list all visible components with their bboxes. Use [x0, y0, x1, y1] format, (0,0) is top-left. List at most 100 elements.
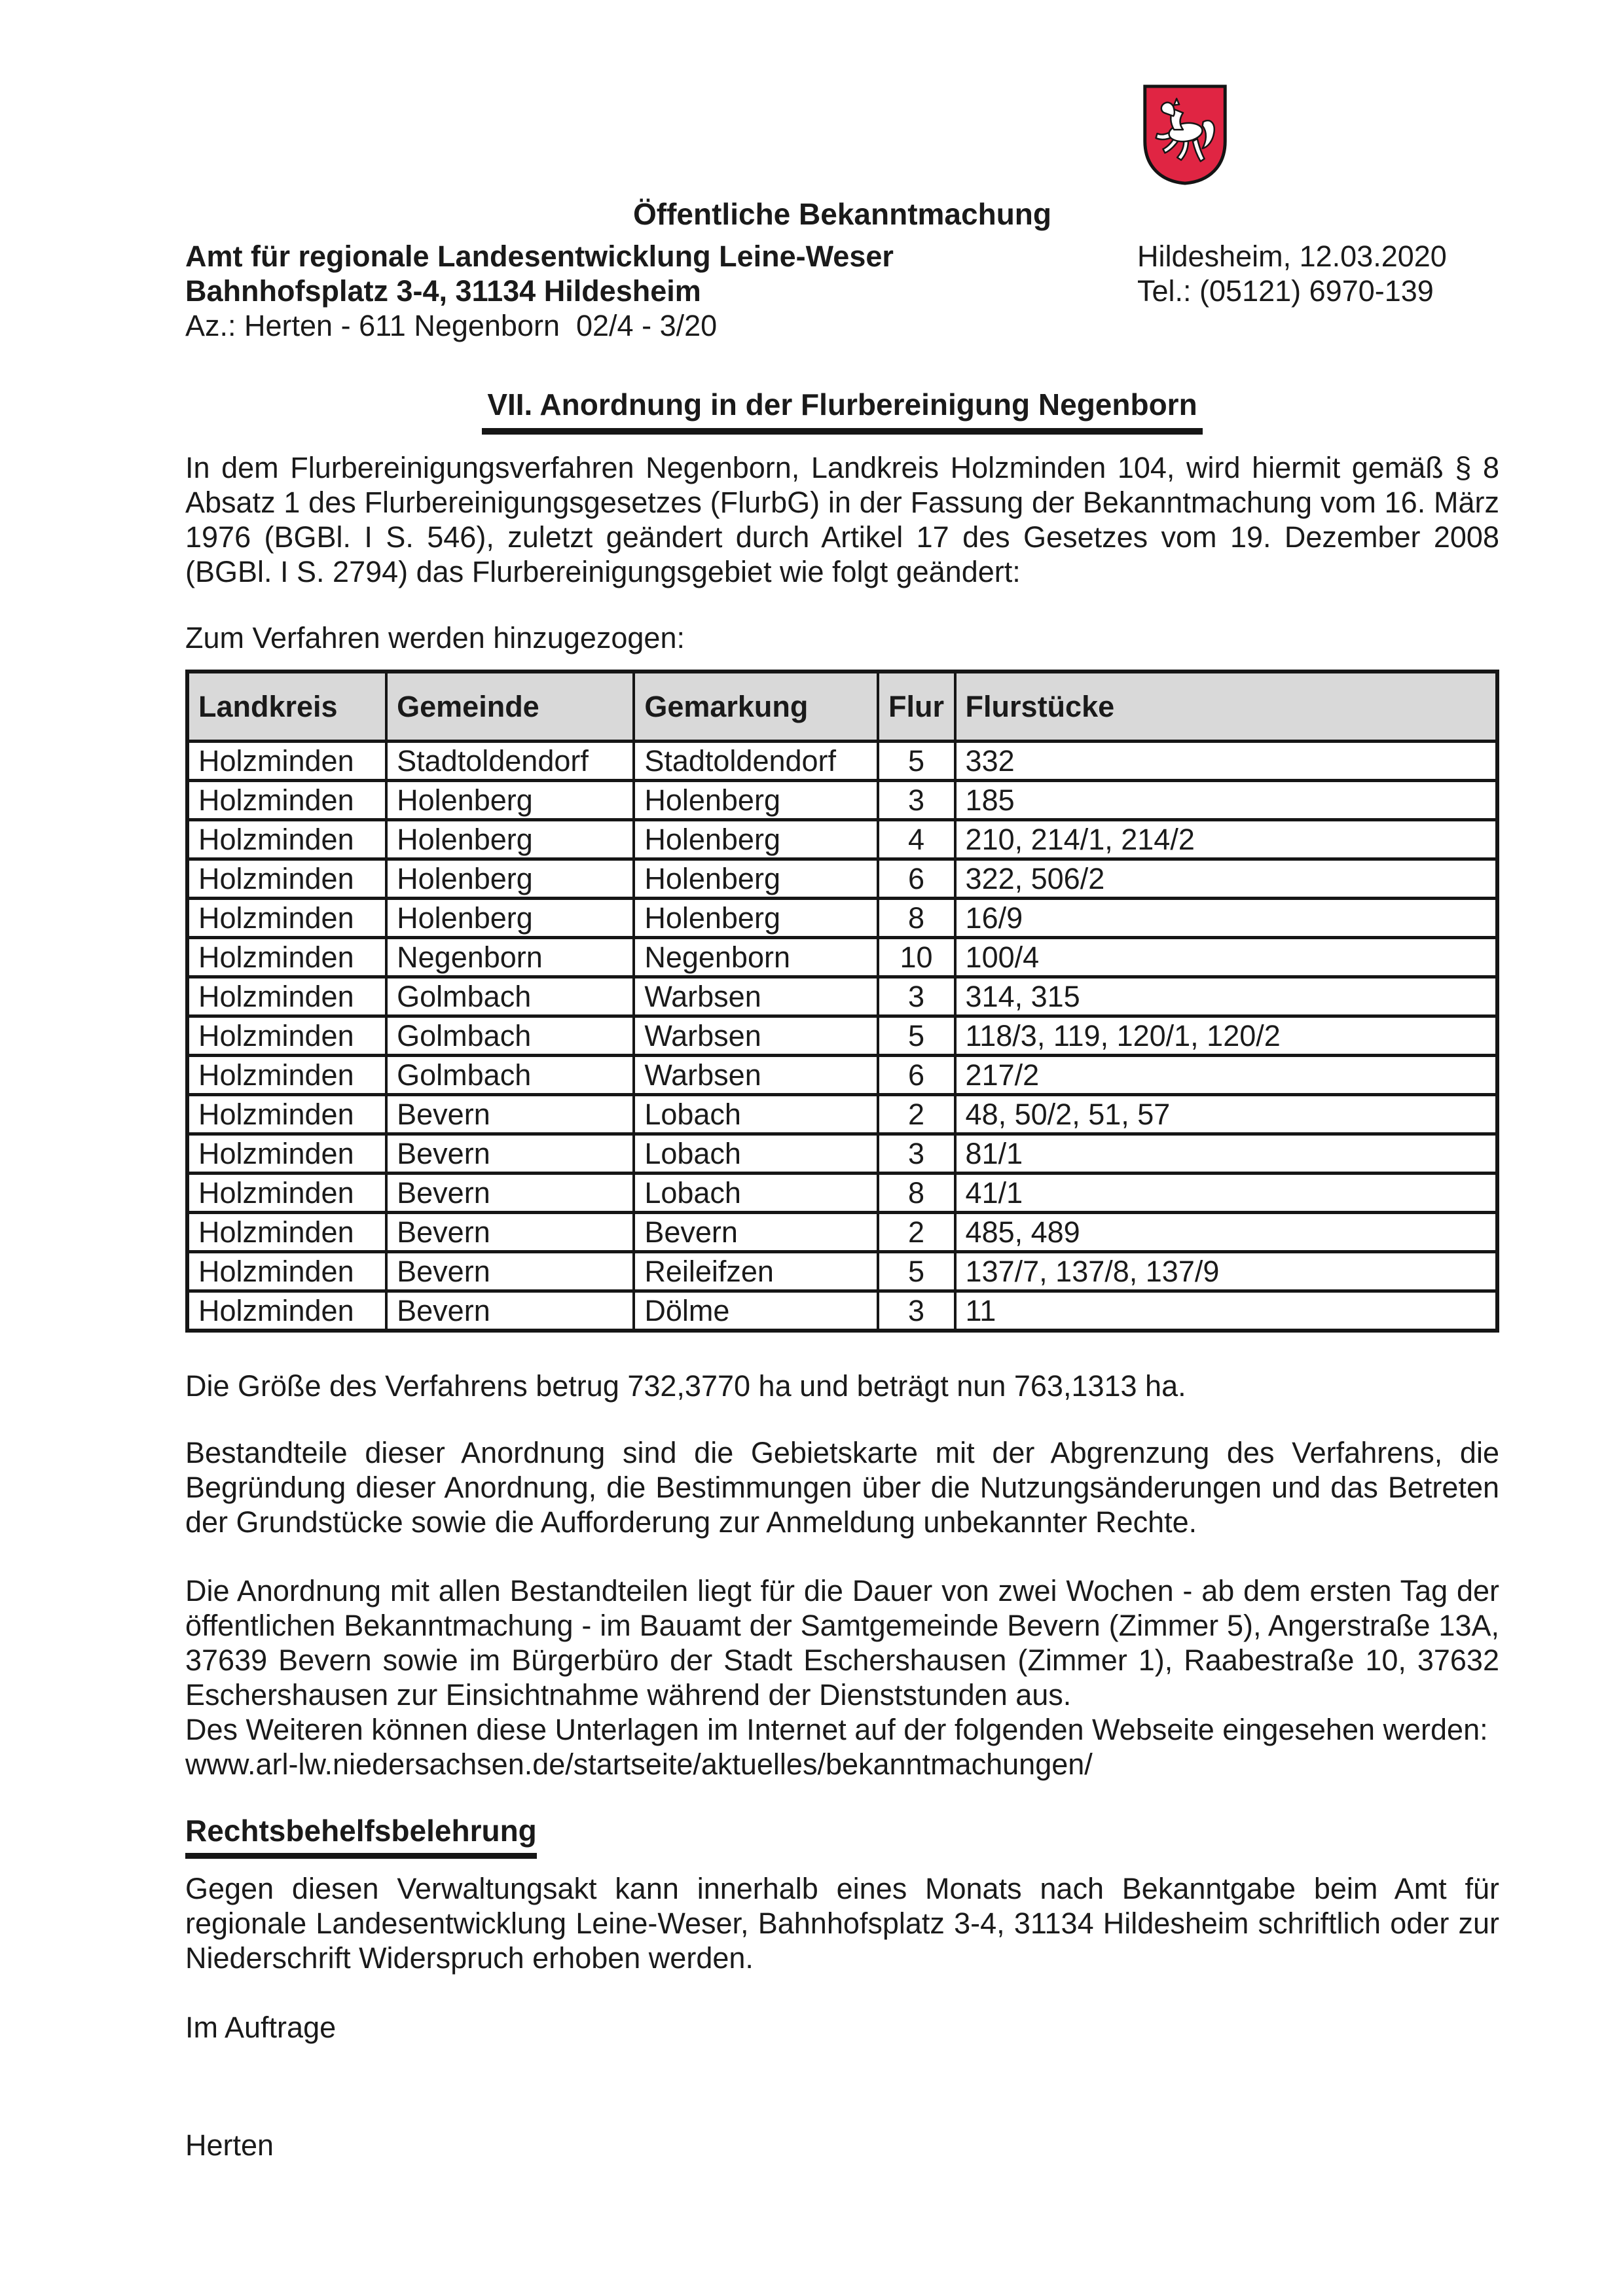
cell-landkreis: Holzminden	[185, 740, 388, 782]
crest-image	[1143, 84, 1227, 185]
cell-gemeinde: Negenborn	[385, 936, 636, 978]
table-row: Holzminden Bevern Reileifzen 5 137/7, 137/8,…	[185, 1250, 1499, 1293]
cell-flurstuecke: 118/3, 119, 120/1, 120/2	[953, 1014, 1499, 1057]
cell-flurstuecke: 81/1	[953, 1132, 1499, 1175]
cell-gemarkung: Holenberg	[632, 779, 879, 821]
cell-landkreis: Holzminden	[185, 779, 388, 821]
cell-flurstuecke: 332	[953, 740, 1499, 782]
closing-formula: Im Auftrage	[185, 2011, 337, 2044]
cell-gemarkung: Warbsen	[632, 1054, 879, 1096]
column-header-flurstuecke: Flurstücke	[953, 670, 1499, 743]
cell-gemeinde: Golmbach	[385, 1014, 636, 1057]
cell-gemeinde: Golmbach	[385, 975, 636, 1018]
cell-landkreis: Holzminden	[185, 1093, 388, 1136]
cell-flurstuecke: 217/2	[953, 1054, 1499, 1096]
niedersachsen-crest	[1141, 83, 1229, 187]
phone-number: Tel.: (05121) 6970-139	[1137, 274, 1434, 308]
cell-flurstuecke: 322, 506/2	[953, 857, 1499, 900]
cell-flur: 5	[876, 1014, 957, 1057]
cell-landkreis: Holzminden	[185, 1211, 388, 1253]
agency-address: Bahnhofsplatz 3-4, 31134 Hildesheim	[185, 274, 701, 308]
cell-flur: 8	[876, 897, 957, 939]
table-row: Holzminden Holenberg Holenberg 6 322, 506/2	[185, 857, 1499, 900]
cell-flur: 5	[876, 740, 957, 782]
cell-flur: 10	[876, 936, 957, 978]
appeal-heading: Rechtsbehelfsbelehrung	[185, 1814, 537, 1859]
cell-flurstuecke: 16/9	[953, 897, 1499, 939]
cell-gemarkung: Holenberg	[632, 818, 879, 861]
cell-gemarkung: Stadtoldendorf	[632, 740, 879, 782]
cell-gemarkung: Lobach	[632, 1172, 879, 1214]
table-row: Holzminden Bevern Lobach 3 81/1	[185, 1132, 1499, 1175]
cell-gemarkung: Warbsen	[632, 1014, 879, 1057]
cell-gemarkung: Holenberg	[632, 897, 879, 939]
cell-gemarkung: Holenberg	[632, 857, 879, 900]
cell-landkreis: Holzminden	[185, 1289, 388, 1333]
file-reference: Az.: Herten - 611 Negenborn 02/4 - 3/20	[185, 309, 718, 342]
table-row: Holzminden Bevern Dölme 3 11	[185, 1289, 1499, 1333]
cell-landkreis: Holzminden	[185, 1132, 388, 1175]
cell-flurstuecke: 314, 315	[953, 975, 1499, 1018]
cell-flur: 4	[876, 818, 957, 861]
cell-flurstuecke: 185	[953, 779, 1499, 821]
table-row: Holzminden Golmbach Warbsen 3 314, 315	[185, 975, 1499, 1018]
column-header-flur: Flur	[876, 670, 957, 743]
column-header-gemeinde: Gemeinde	[385, 670, 636, 743]
cell-gemarkung: Warbsen	[632, 975, 879, 1018]
main-heading: VII. Anordnung in der Flurbereinigung Ne…	[482, 387, 1203, 435]
cell-gemeinde: Bevern	[385, 1250, 636, 1293]
column-header-gemarkung: Gemarkung	[632, 670, 879, 743]
internet-note: Des Weiteren können diese Unterlagen im …	[185, 1713, 1488, 1746]
cell-landkreis: Holzminden	[185, 1250, 388, 1293]
cell-gemeinde: Bevern	[385, 1093, 636, 1136]
table-row: Holzminden Holenberg Holenberg 4 210, 214/1,…	[185, 818, 1499, 861]
table-row: Holzminden Holenberg Holenberg 8 16/9	[185, 897, 1499, 939]
cell-flurstuecke: 48, 50/2, 51, 57	[953, 1093, 1499, 1136]
website-url: www.arl-lw.niedersachsen.de/startseite/a…	[185, 1748, 1093, 1781]
display-paragraph: Die Anordnung mit allen Bestandteilen li…	[185, 1574, 1499, 1712]
table-row: Holzminden Bevern Lobach 2 48, 50/2, 51, 57	[185, 1093, 1499, 1136]
table-row: Holzminden Negenborn Negenborn 10 100/4	[185, 936, 1499, 978]
saxon-steed-horse-icon	[1155, 98, 1215, 162]
components-paragraph: Bestandteile dieser Anordnung sind die G…	[185, 1436, 1499, 1539]
cell-flurstuecke: 41/1	[953, 1172, 1499, 1214]
cell-landkreis: Holzminden	[185, 818, 388, 861]
table-row: Holzminden Stadtoldendorf Stadtoldendorf 5 3…	[185, 740, 1499, 782]
cell-flur: 5	[876, 1250, 957, 1293]
table-row: Holzminden Bevern Bevern 2 485, 489	[185, 1211, 1499, 1253]
cell-gemarkung: Negenborn	[632, 936, 879, 978]
cell-flur: 3	[876, 779, 957, 821]
cell-flur: 3	[876, 1132, 957, 1175]
cell-gemarkung: Lobach	[632, 1093, 879, 1136]
cell-flur: 8	[876, 1172, 957, 1214]
signature-name: Herten	[185, 2128, 274, 2162]
table-row: Holzminden Bevern Lobach 8 41/1	[185, 1172, 1499, 1214]
cell-gemeinde: Holenberg	[385, 818, 636, 861]
cell-flurstuecke: 210, 214/1, 214/2	[953, 818, 1499, 861]
cell-gemeinde: Golmbach	[385, 1054, 636, 1096]
agency-block: Amt für regionale Landesentwicklung Lein…	[185, 239, 1137, 343]
cell-landkreis: Holzminden	[185, 1014, 388, 1057]
cell-gemeinde: Bevern	[385, 1132, 636, 1175]
parcels-table: Landkreis Gemeinde Gemarkung Flur Flurst…	[185, 670, 1499, 1333]
cell-flurstuecke: 11	[953, 1289, 1499, 1333]
appeal-paragraph: Gegen diesen Verwaltungsakt kann innerha…	[185, 1872, 1499, 1975]
letter-head: Amt für regionale Landesentwicklung Lein…	[185, 239, 1499, 343]
cell-landkreis: Holzminden	[185, 1054, 388, 1096]
area-paragraph: Die Größe des Verfahrens betrug 732,3770…	[185, 1369, 1186, 1403]
table-row: Holzminden Golmbach Warbsen 6 217/2	[185, 1054, 1499, 1096]
cell-landkreis: Holzminden	[185, 857, 388, 900]
cell-flur: 3	[876, 1289, 957, 1333]
table-header-row: Landkreis Gemeinde Gemarkung Flur Flurst…	[185, 670, 1499, 743]
cell-gemarkung: Reileifzen	[632, 1250, 879, 1293]
cell-flur: 2	[876, 1211, 957, 1253]
cell-flurstuecke: 485, 489	[953, 1211, 1499, 1253]
date-block: Hildesheim, 12.03.2020 Tel.: (05121) 697…	[1137, 239, 1499, 343]
table-intro: Zum Verfahren werden hinzugezogen:	[185, 621, 685, 655]
place-and-date: Hildesheim, 12.03.2020	[1137, 240, 1447, 273]
table-row: Holzminden Golmbach Warbsen 5 118/3, 119, 12…	[185, 1014, 1499, 1057]
cell-landkreis: Holzminden	[185, 897, 388, 939]
cell-gemarkung: Lobach	[632, 1132, 879, 1175]
cell-landkreis: Holzminden	[185, 1172, 388, 1214]
